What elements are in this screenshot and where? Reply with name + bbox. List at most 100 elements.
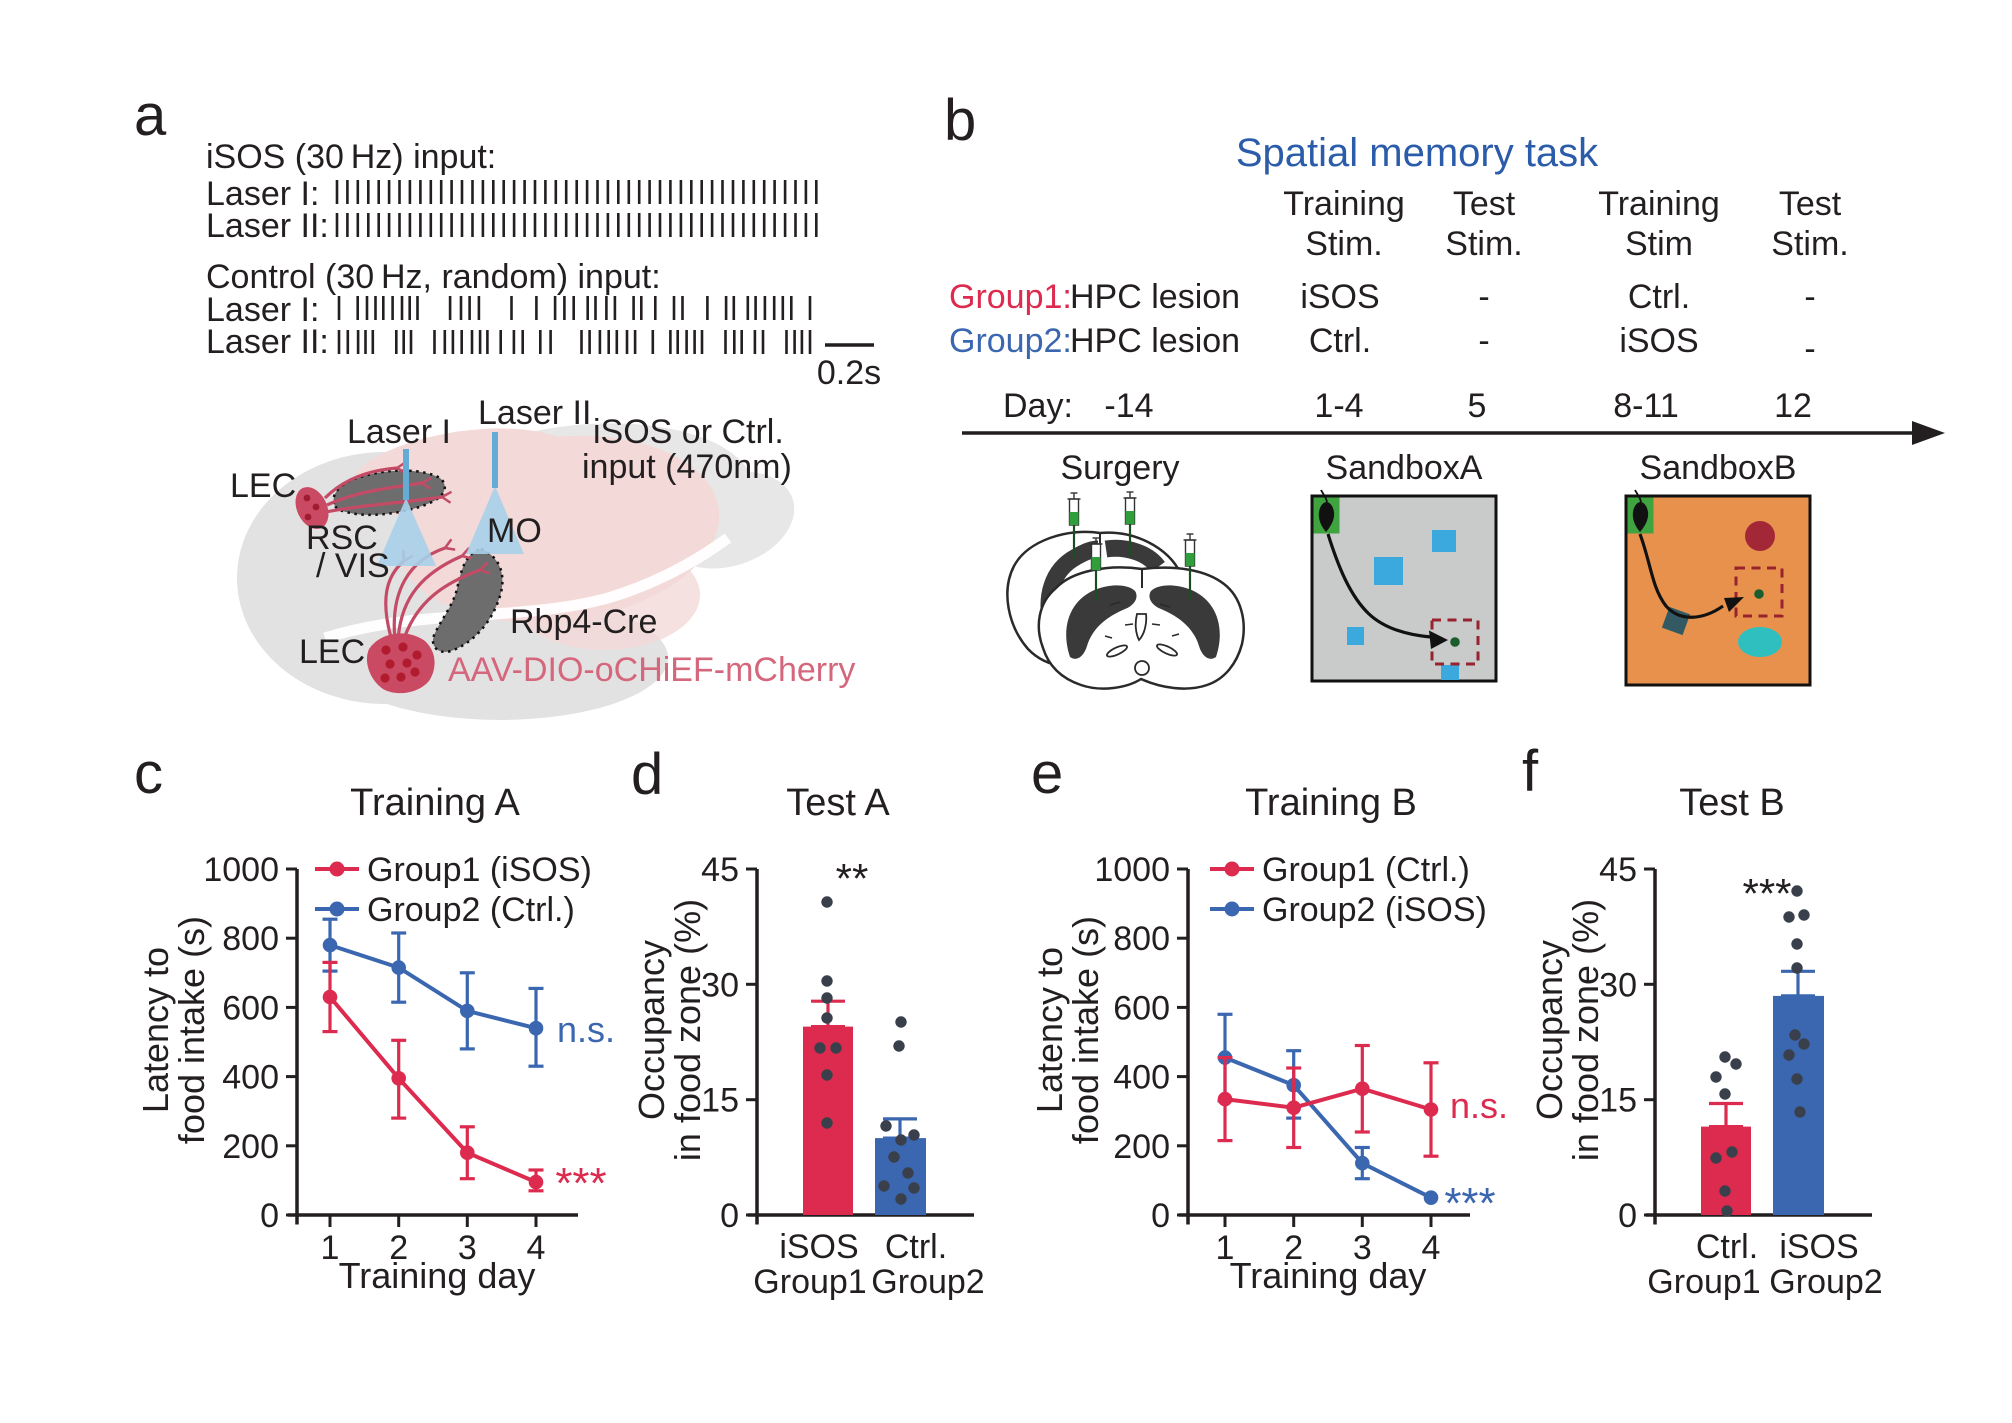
- svg-text:Group2:: Group2:: [949, 322, 1072, 360]
- svg-text:Group1 (iSOS): Group1 (iSOS): [367, 851, 592, 889]
- svg-text:Group2: Group2: [871, 1263, 984, 1301]
- svg-text:LEC: LEC: [299, 633, 365, 671]
- svg-text:400: 400: [1113, 1059, 1170, 1097]
- svg-text:SandboxB: SandboxB: [1640, 449, 1797, 487]
- svg-text:Ctrl.: Ctrl.: [885, 1228, 947, 1266]
- svg-text:0: 0: [1618, 1197, 1637, 1235]
- svg-text:b: b: [944, 88, 976, 153]
- svg-text:Occupancy: Occupancy: [1529, 940, 1570, 1120]
- svg-text:Group1: Group1: [1647, 1263, 1760, 1301]
- svg-text:iSOS: iSOS: [1619, 322, 1698, 360]
- svg-text:Occupancy: Occupancy: [631, 940, 672, 1120]
- svg-text:1-4: 1-4: [1314, 387, 1363, 425]
- svg-text:Rbp4-Cre: Rbp4-Cre: [510, 603, 657, 641]
- svg-text:Group2 (iSOS): Group2 (iSOS): [1262, 891, 1487, 929]
- svg-text:iSOS (30 Hz) input:: iSOS (30 Hz) input:: [206, 138, 496, 176]
- svg-text:n.s.: n.s.: [557, 1009, 615, 1050]
- svg-text:0: 0: [260, 1197, 279, 1235]
- svg-text:Group1: Group1: [753, 1263, 866, 1301]
- svg-text:2: 2: [389, 1229, 408, 1267]
- svg-text:15: 15: [701, 1082, 739, 1120]
- svg-text:***: ***: [1742, 870, 1791, 917]
- svg-text:1000: 1000: [203, 851, 279, 889]
- svg-text:Stim: Stim: [1625, 225, 1693, 263]
- svg-text:800: 800: [1113, 920, 1170, 958]
- svg-text:Group2: Group2: [1769, 1263, 1882, 1301]
- svg-text:Training A: Training A: [350, 782, 520, 824]
- svg-text:***: ***: [555, 1159, 606, 1208]
- svg-text:400: 400: [222, 1059, 279, 1097]
- svg-text:45: 45: [701, 851, 739, 889]
- svg-text:Test: Test: [1453, 185, 1516, 223]
- svg-text:e: e: [1031, 741, 1063, 806]
- svg-text:5: 5: [1468, 387, 1487, 425]
- svg-text:15: 15: [1599, 1082, 1637, 1120]
- svg-text:Laser II:: Laser II:: [206, 323, 329, 361]
- svg-text:Laser I: Laser I: [347, 413, 451, 451]
- svg-text:12: 12: [1774, 387, 1812, 425]
- svg-text:Training: Training: [1283, 185, 1405, 223]
- svg-text:Stim.: Stim.: [1445, 225, 1522, 263]
- svg-text:Laser I:: Laser I:: [206, 291, 319, 329]
- svg-text:food intake (s): food intake (s): [171, 916, 212, 1144]
- svg-text:0: 0: [1151, 1197, 1170, 1235]
- svg-text:iSOS or Ctrl.: iSOS or Ctrl.: [593, 413, 784, 451]
- svg-text:200: 200: [222, 1128, 279, 1166]
- svg-text:Laser II: Laser II: [478, 394, 591, 432]
- svg-text:0: 0: [720, 1197, 739, 1235]
- svg-text:Group2 (Ctrl.): Group2 (Ctrl.): [367, 891, 575, 929]
- svg-text:c: c: [134, 741, 163, 806]
- svg-text:Training day: Training day: [339, 1255, 536, 1296]
- svg-text:Latency to: Latency to: [1029, 947, 1070, 1113]
- svg-text:Test: Test: [1779, 185, 1842, 223]
- svg-text:3: 3: [1353, 1229, 1372, 1267]
- svg-text:**: **: [836, 855, 869, 902]
- svg-text:200: 200: [1113, 1128, 1170, 1166]
- svg-text:45: 45: [1599, 851, 1637, 889]
- svg-text:n.s.: n.s.: [1450, 1085, 1508, 1126]
- svg-text:8-11: 8-11: [1613, 387, 1679, 425]
- svg-text:/ VIS: / VIS: [316, 547, 390, 585]
- svg-text:***: ***: [1444, 1179, 1495, 1228]
- svg-text:HPC lesion: HPC lesion: [1070, 278, 1240, 316]
- svg-text:Test A: Test A: [786, 782, 890, 824]
- svg-text:-: -: [1804, 330, 1815, 368]
- svg-text:30: 30: [1599, 966, 1637, 1004]
- svg-text:Ctrl.: Ctrl.: [1309, 322, 1371, 360]
- svg-text:iSOS: iSOS: [1779, 1228, 1858, 1266]
- svg-text:AAV-DIO-oCHiEF-mCherry: AAV-DIO-oCHiEF-mCherry: [448, 651, 855, 689]
- svg-text:30: 30: [701, 966, 739, 1004]
- svg-text:1000: 1000: [1094, 851, 1170, 889]
- svg-text:600: 600: [222, 989, 279, 1027]
- svg-text:Latency to: Latency to: [135, 947, 176, 1113]
- svg-text:SandboxA: SandboxA: [1326, 449, 1483, 487]
- svg-text:iSOS: iSOS: [1300, 278, 1379, 316]
- svg-text:800: 800: [222, 920, 279, 958]
- svg-text:Ctrl.: Ctrl.: [1696, 1228, 1758, 1266]
- svg-text:LEC: LEC: [230, 467, 296, 505]
- svg-text:0.2s: 0.2s: [817, 354, 881, 392]
- svg-text:iSOS: iSOS: [779, 1228, 858, 1266]
- svg-text:RSC: RSC: [306, 519, 378, 557]
- svg-text:Test B: Test B: [1679, 782, 1785, 824]
- svg-text:a: a: [134, 83, 167, 148]
- svg-text:food intake (s): food intake (s): [1065, 916, 1106, 1144]
- svg-text:Training day: Training day: [1230, 1255, 1427, 1296]
- svg-text:Training: Training: [1598, 185, 1720, 223]
- svg-text:Spatial memory task: Spatial memory task: [1236, 131, 1599, 175]
- svg-text:d: d: [631, 742, 663, 807]
- svg-text:Laser I:: Laser I:: [206, 175, 319, 213]
- svg-text:in food zone (%): in food zone (%): [1565, 899, 1606, 1161]
- svg-text:Control (30 Hz, random) input:: Control (30 Hz, random) input:: [206, 258, 661, 296]
- svg-text:Stim.: Stim.: [1771, 225, 1848, 263]
- svg-text:2: 2: [1284, 1229, 1303, 1267]
- svg-text:Training B: Training B: [1245, 782, 1417, 824]
- svg-text:1: 1: [321, 1229, 340, 1267]
- svg-text:-14: -14: [1104, 387, 1153, 425]
- svg-text:3: 3: [458, 1229, 477, 1267]
- svg-text:-: -: [1478, 322, 1489, 360]
- svg-text:4: 4: [1422, 1229, 1441, 1267]
- svg-text:-: -: [1804, 278, 1815, 316]
- svg-text:HPC lesion: HPC lesion: [1070, 322, 1240, 360]
- svg-text:Group1 (Ctrl.): Group1 (Ctrl.): [1262, 851, 1470, 889]
